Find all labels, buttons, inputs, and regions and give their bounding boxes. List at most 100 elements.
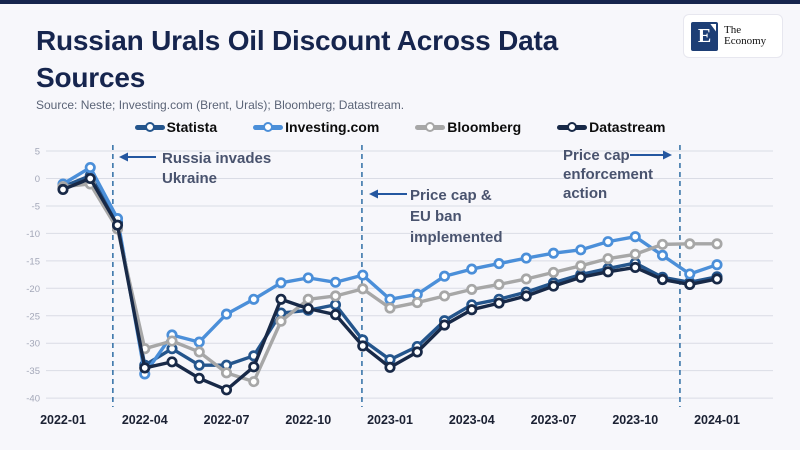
- legend-label: Statista: [166, 119, 218, 135]
- data-point: [329, 309, 342, 321]
- datastream-line-marker-icon: [557, 121, 588, 133]
- annotation-text: action: [563, 185, 607, 202]
- data-point: [302, 293, 314, 305]
- data-point: [248, 293, 260, 305]
- legend-label: Bloomberg: [447, 119, 522, 135]
- data-point: [302, 272, 314, 284]
- data-point: [684, 238, 696, 250]
- data-point: [275, 293, 287, 305]
- data-point: [193, 372, 205, 384]
- annotation-arrowhead-icon: [119, 152, 128, 162]
- data-point: [411, 346, 423, 358]
- y-tick-label: -40: [26, 394, 40, 405]
- data-point: [220, 384, 233, 396]
- data-point: [493, 278, 505, 291]
- data-point: [575, 260, 587, 272]
- data-point: [84, 161, 96, 174]
- data-point: [384, 361, 396, 373]
- annotation-arrowhead-icon: [369, 189, 378, 199]
- y-tick-label: -15: [26, 256, 40, 267]
- data-point: [629, 261, 641, 273]
- data-point: [248, 361, 260, 373]
- x-tick-label: 2023-10: [612, 413, 658, 427]
- data-point: [248, 376, 260, 388]
- data-point: [629, 248, 641, 260]
- annotation-text: enforcement: [563, 166, 653, 183]
- data-point: [520, 273, 532, 285]
- data-point: [656, 249, 669, 261]
- data-point: [520, 290, 532, 302]
- data-point: [384, 302, 396, 314]
- data-point: [111, 219, 124, 231]
- y-tick-label: -30: [26, 339, 40, 350]
- y-tick-label: -25: [26, 311, 40, 322]
- data-point: [520, 252, 532, 264]
- data-point: [329, 299, 342, 311]
- data-point: [193, 346, 205, 358]
- annotation-text: Price cap: [563, 147, 630, 164]
- page-title-line1: Russian Urals Oil Discount Across Data: [36, 25, 558, 56]
- page-title: Russian Urals Oil Discount Across Data S…: [36, 22, 636, 96]
- legend-label: Investing.com: [285, 119, 380, 135]
- legend-item-datastream: Datastream: [557, 119, 665, 135]
- data-point: [575, 271, 587, 283]
- data-point: [493, 258, 505, 270]
- y-tick-label: -10: [26, 229, 40, 240]
- data-point: [711, 273, 723, 285]
- x-tick-label: 2023-01: [367, 413, 413, 427]
- data-point: [466, 304, 478, 316]
- data-point: [629, 231, 641, 243]
- data-point: [656, 238, 669, 250]
- y-tick-label: -35: [26, 366, 40, 377]
- logo-letter: E: [697, 24, 712, 47]
- x-tick-label: 2023-07: [531, 413, 577, 427]
- data-point: [684, 278, 696, 291]
- data-point: [166, 335, 178, 347]
- annotation-text: Russia invades: [162, 150, 271, 167]
- data-point: [84, 172, 96, 185]
- data-point: [302, 303, 314, 315]
- the-economy-logo: E The Economy: [683, 14, 783, 58]
- data-point: [438, 319, 451, 331]
- chart-legend: Statista Investing.com Bloomberg Datastr…: [0, 114, 800, 140]
- data-point: [193, 359, 205, 371]
- legend-item-investing: Investing.com: [253, 119, 379, 135]
- data-point: [220, 367, 233, 379]
- x-tick-label: 2022-07: [204, 413, 250, 427]
- data-point: [711, 238, 723, 250]
- data-point: [602, 266, 614, 278]
- data-point: [329, 290, 342, 302]
- data-point: [547, 280, 560, 292]
- data-point: [711, 259, 723, 271]
- page-title-line2: Sources: [36, 62, 146, 93]
- data-point: [656, 273, 669, 286]
- x-tick-label: 2022-10: [285, 413, 331, 427]
- x-tick-label: 2023-04: [449, 413, 495, 427]
- logo-apostrophe-icon: [710, 23, 716, 32]
- top-accent-bar: [0, 0, 800, 4]
- annotation-arrowhead-icon: [663, 150, 672, 160]
- data-point: [139, 362, 151, 374]
- data-point: [275, 315, 287, 327]
- annotation-text: Ukraine: [162, 170, 217, 187]
- data-point: [411, 297, 423, 309]
- data-point: [357, 269, 369, 281]
- data-point: [438, 270, 451, 282]
- statista-line-marker-icon: [134, 121, 165, 133]
- y-tick-label: -20: [26, 284, 40, 295]
- investing-line-marker-icon: [253, 121, 284, 133]
- data-point: [547, 266, 560, 278]
- legend-item-bloomberg: Bloomberg: [415, 119, 521, 135]
- data-point: [384, 293, 396, 305]
- data-point: [602, 253, 614, 265]
- annotation-text: implemented: [410, 229, 503, 246]
- logo-e-icon: E: [691, 21, 718, 51]
- data-point: [493, 297, 505, 309]
- logo-wordmark: The Economy: [724, 23, 767, 47]
- y-tick-label: -5: [32, 201, 40, 212]
- data-point: [357, 340, 369, 352]
- data-point: [57, 183, 69, 196]
- data-point: [357, 283, 369, 295]
- y-tick-label: 0: [35, 174, 40, 185]
